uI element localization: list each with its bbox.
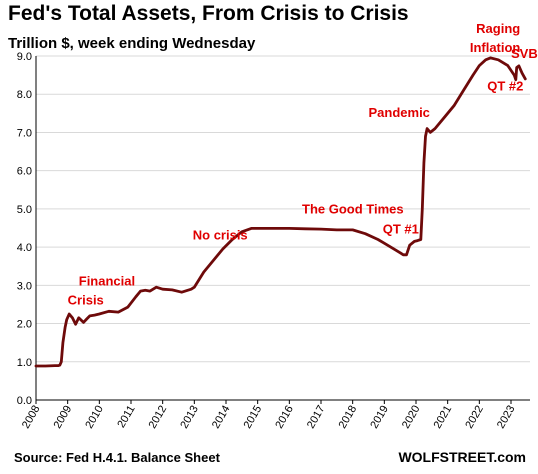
annotation-label: Financial [79,273,135,288]
series-group [34,56,527,368]
y-tick-label: 5.0 [17,204,32,216]
x-tick-label: 2013 [178,404,201,431]
x-tick-label: 2019 [368,404,391,431]
y-tick-label: 3.0 [17,280,32,292]
y-tick-label: 9.0 [17,51,32,63]
annotation-label: No crisis [193,227,248,242]
annotation-label: Inflation [470,40,521,55]
x-tick-label: 2022 [463,404,486,431]
x-tick-label: 2012 [147,404,170,431]
chart-title: Fed's Total Assets, From Crisis to Crisi… [8,2,409,25]
y-tick-label: 2.0 [17,319,32,331]
annotation-label: SVB [511,46,538,61]
brand-label: WOLFSTREET.com [398,449,526,465]
y-tick-label: 0.0 [17,395,32,407]
source-note: Source: Fed H.4.1. Balance Sheet [14,450,220,465]
x-tick-label: 2017 [305,404,328,431]
annotation-label: The Good Times [302,201,404,216]
y-tick-label: 8.0 [17,89,32,101]
x-tick-label: 2014 [210,404,233,431]
x-tick-label: 2016 [273,404,296,431]
x-tick-label: 2023 [495,404,518,431]
y-tick-label: 1.0 [17,357,32,369]
annotation-label: Crisis [68,292,104,307]
y-tick-label: 7.0 [17,127,32,139]
annotation-label: Raging [476,21,520,36]
x-tick-label: 2021 [432,404,455,431]
y-tick-label: 4.0 [17,242,32,254]
x-tick-label: 2008 [20,404,43,431]
x-tick-label: 2020 [400,404,423,431]
x-tick-label: 2010 [83,404,106,431]
x-tick-label: 2015 [242,404,265,431]
total-assets-line [34,56,527,368]
x-tick-label: 2009 [52,404,75,431]
x-axis-ticks: 2008 2009 2010 2011 2012 2013 2014 2015 2016 2017… [20,400,518,431]
y-axis-ticks: 0.0 1.0 2.0 3.0 4.0 5.0 6.0 7.0 8.0 9.0 [17,51,32,407]
annotation-label: QT #2 [487,78,523,93]
gridlines [36,55,530,363]
x-tick-label: 2011 [115,404,137,430]
annotation-label: Pandemic [369,105,430,120]
y-tick-label: 6.0 [17,166,32,178]
annotations: Financial Crisis No crisis The Good Times QT… [68,21,538,307]
annotation-label: QT #1 [383,222,419,237]
chart-subtitle: Trillion $, week ending Wednesday [8,35,256,52]
x-tick-label: 2018 [337,404,360,431]
